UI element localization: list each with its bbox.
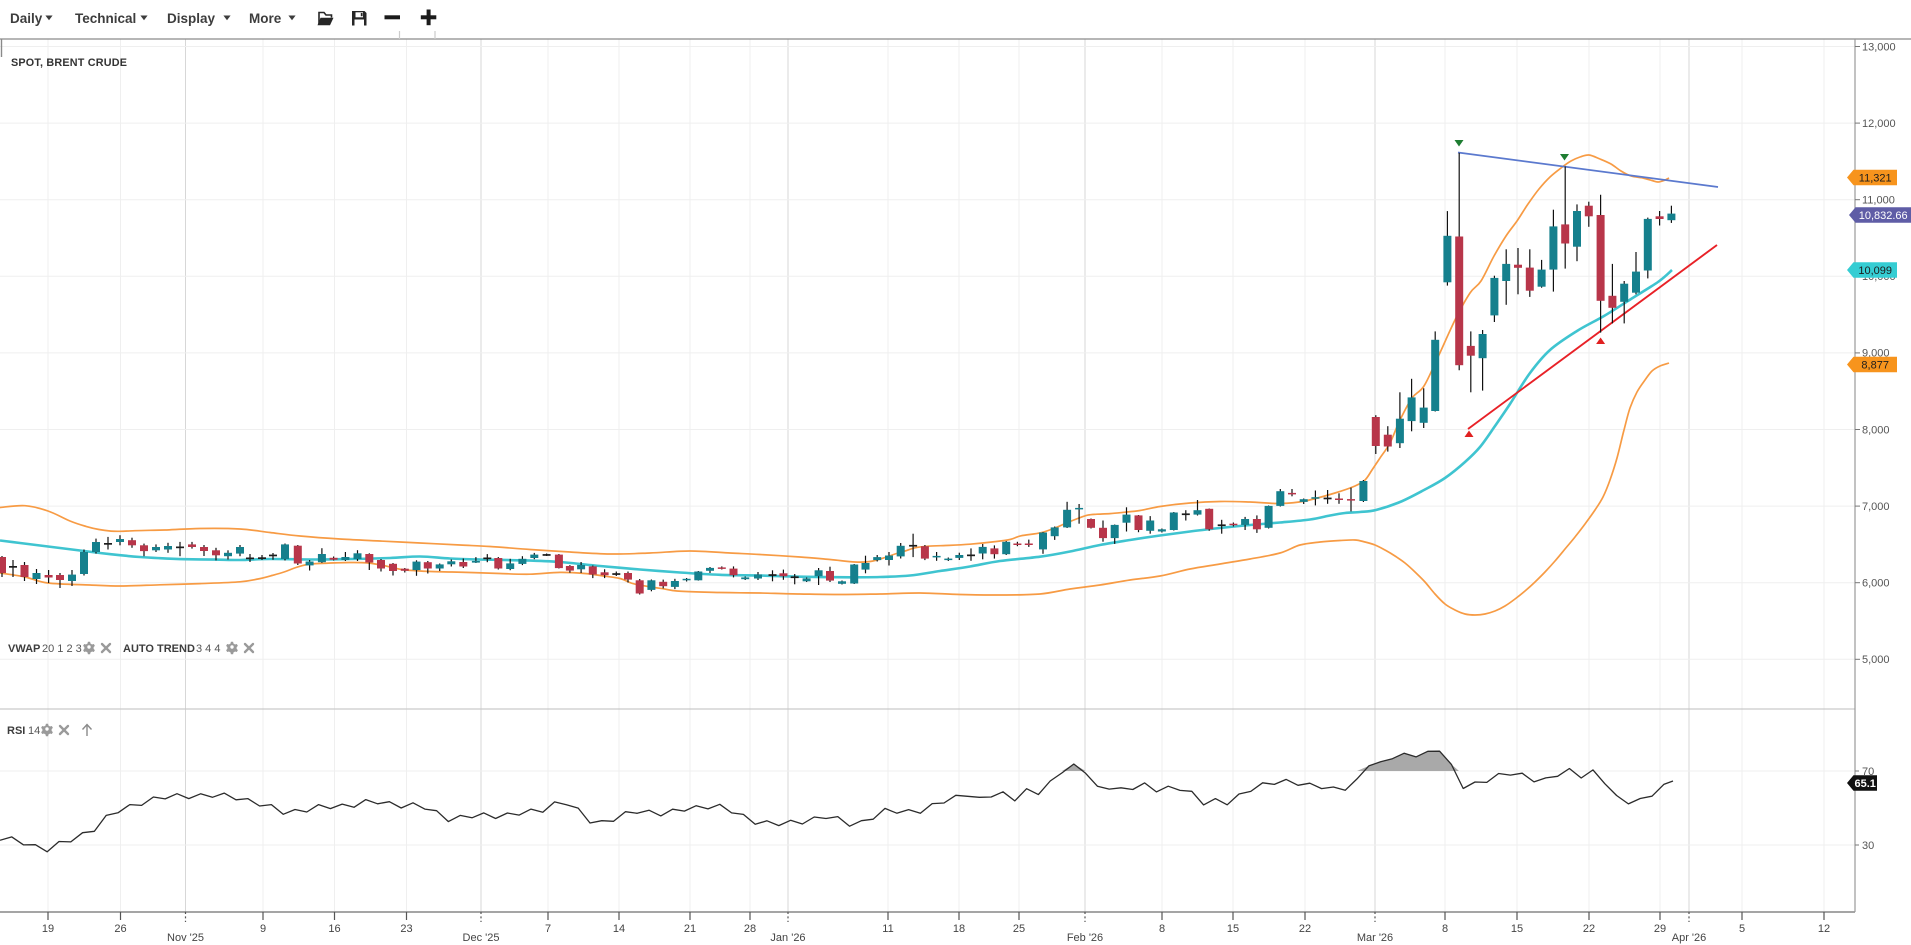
svg-text:22: 22 <box>1583 923 1595 935</box>
svg-text:16: 16 <box>328 923 340 935</box>
svg-text:RSI: RSI <box>7 725 25 737</box>
svg-text:18: 18 <box>953 923 965 935</box>
svg-text:Jan '26: Jan '26 <box>770 932 805 944</box>
svg-text:5: 5 <box>1739 923 1745 935</box>
svg-text:Display: Display <box>167 11 216 26</box>
svg-text:8: 8 <box>1442 923 1448 935</box>
svg-text:21: 21 <box>684 923 696 935</box>
svg-text:13,000: 13,000 <box>1862 41 1896 53</box>
svg-text:VWAP: VWAP <box>8 643 40 655</box>
svg-text:19: 19 <box>42 923 54 935</box>
svg-text:8,000: 8,000 <box>1862 424 1890 436</box>
svg-text:9: 9 <box>260 923 266 935</box>
svg-text:Daily: Daily <box>10 11 43 26</box>
svg-text:10,099: 10,099 <box>1858 265 1892 277</box>
svg-text:10,832.66: 10,832.66 <box>1859 210 1908 222</box>
svg-text:15: 15 <box>1511 923 1523 935</box>
svg-text:11,321: 11,321 <box>1859 172 1892 184</box>
svg-text:Dec '25: Dec '25 <box>463 932 500 944</box>
svg-text:12: 12 <box>1818 923 1830 935</box>
svg-text:More: More <box>249 11 282 26</box>
svg-text:Apr '26: Apr '26 <box>1672 932 1707 944</box>
svg-text:9,000: 9,000 <box>1862 348 1890 360</box>
svg-text:8,877: 8,877 <box>1861 359 1889 371</box>
svg-text:SPOT, BRENT CRUDE: SPOT, BRENT CRUDE <box>11 57 127 69</box>
svg-text:5,000: 5,000 <box>1862 654 1890 666</box>
svg-text:7: 7 <box>545 923 551 935</box>
svg-text:Technical: Technical <box>75 11 136 26</box>
svg-text:6,000: 6,000 <box>1862 578 1890 590</box>
svg-text:3 4 4: 3 4 4 <box>196 643 220 655</box>
svg-text:Mar '26: Mar '26 <box>1357 932 1393 944</box>
svg-text:11,000: 11,000 <box>1862 195 1895 207</box>
svg-text:30: 30 <box>1862 840 1874 852</box>
svg-text:8: 8 <box>1159 923 1165 935</box>
svg-text:12,000: 12,000 <box>1862 118 1896 130</box>
svg-text:25: 25 <box>1013 923 1025 935</box>
svg-text:Feb '26: Feb '26 <box>1067 932 1103 944</box>
svg-text:29: 29 <box>1654 923 1666 935</box>
svg-text:7,000: 7,000 <box>1862 501 1890 513</box>
svg-text:14: 14 <box>613 923 625 935</box>
svg-text:26: 26 <box>114 923 126 935</box>
svg-text:11: 11 <box>882 923 893 935</box>
svg-text:AUTO TREND: AUTO TREND <box>123 643 195 655</box>
svg-text:20 1 2 3: 20 1 2 3 <box>42 643 82 655</box>
svg-text:23: 23 <box>400 923 412 935</box>
svg-text:15: 15 <box>1227 923 1239 935</box>
svg-text:65.1: 65.1 <box>1854 778 1875 790</box>
svg-text:28: 28 <box>744 923 756 935</box>
svg-text:22: 22 <box>1299 923 1311 935</box>
svg-text:14: 14 <box>28 725 40 737</box>
svg-text:Nov '25: Nov '25 <box>167 932 204 944</box>
svg-text:70: 70 <box>1862 766 1874 778</box>
